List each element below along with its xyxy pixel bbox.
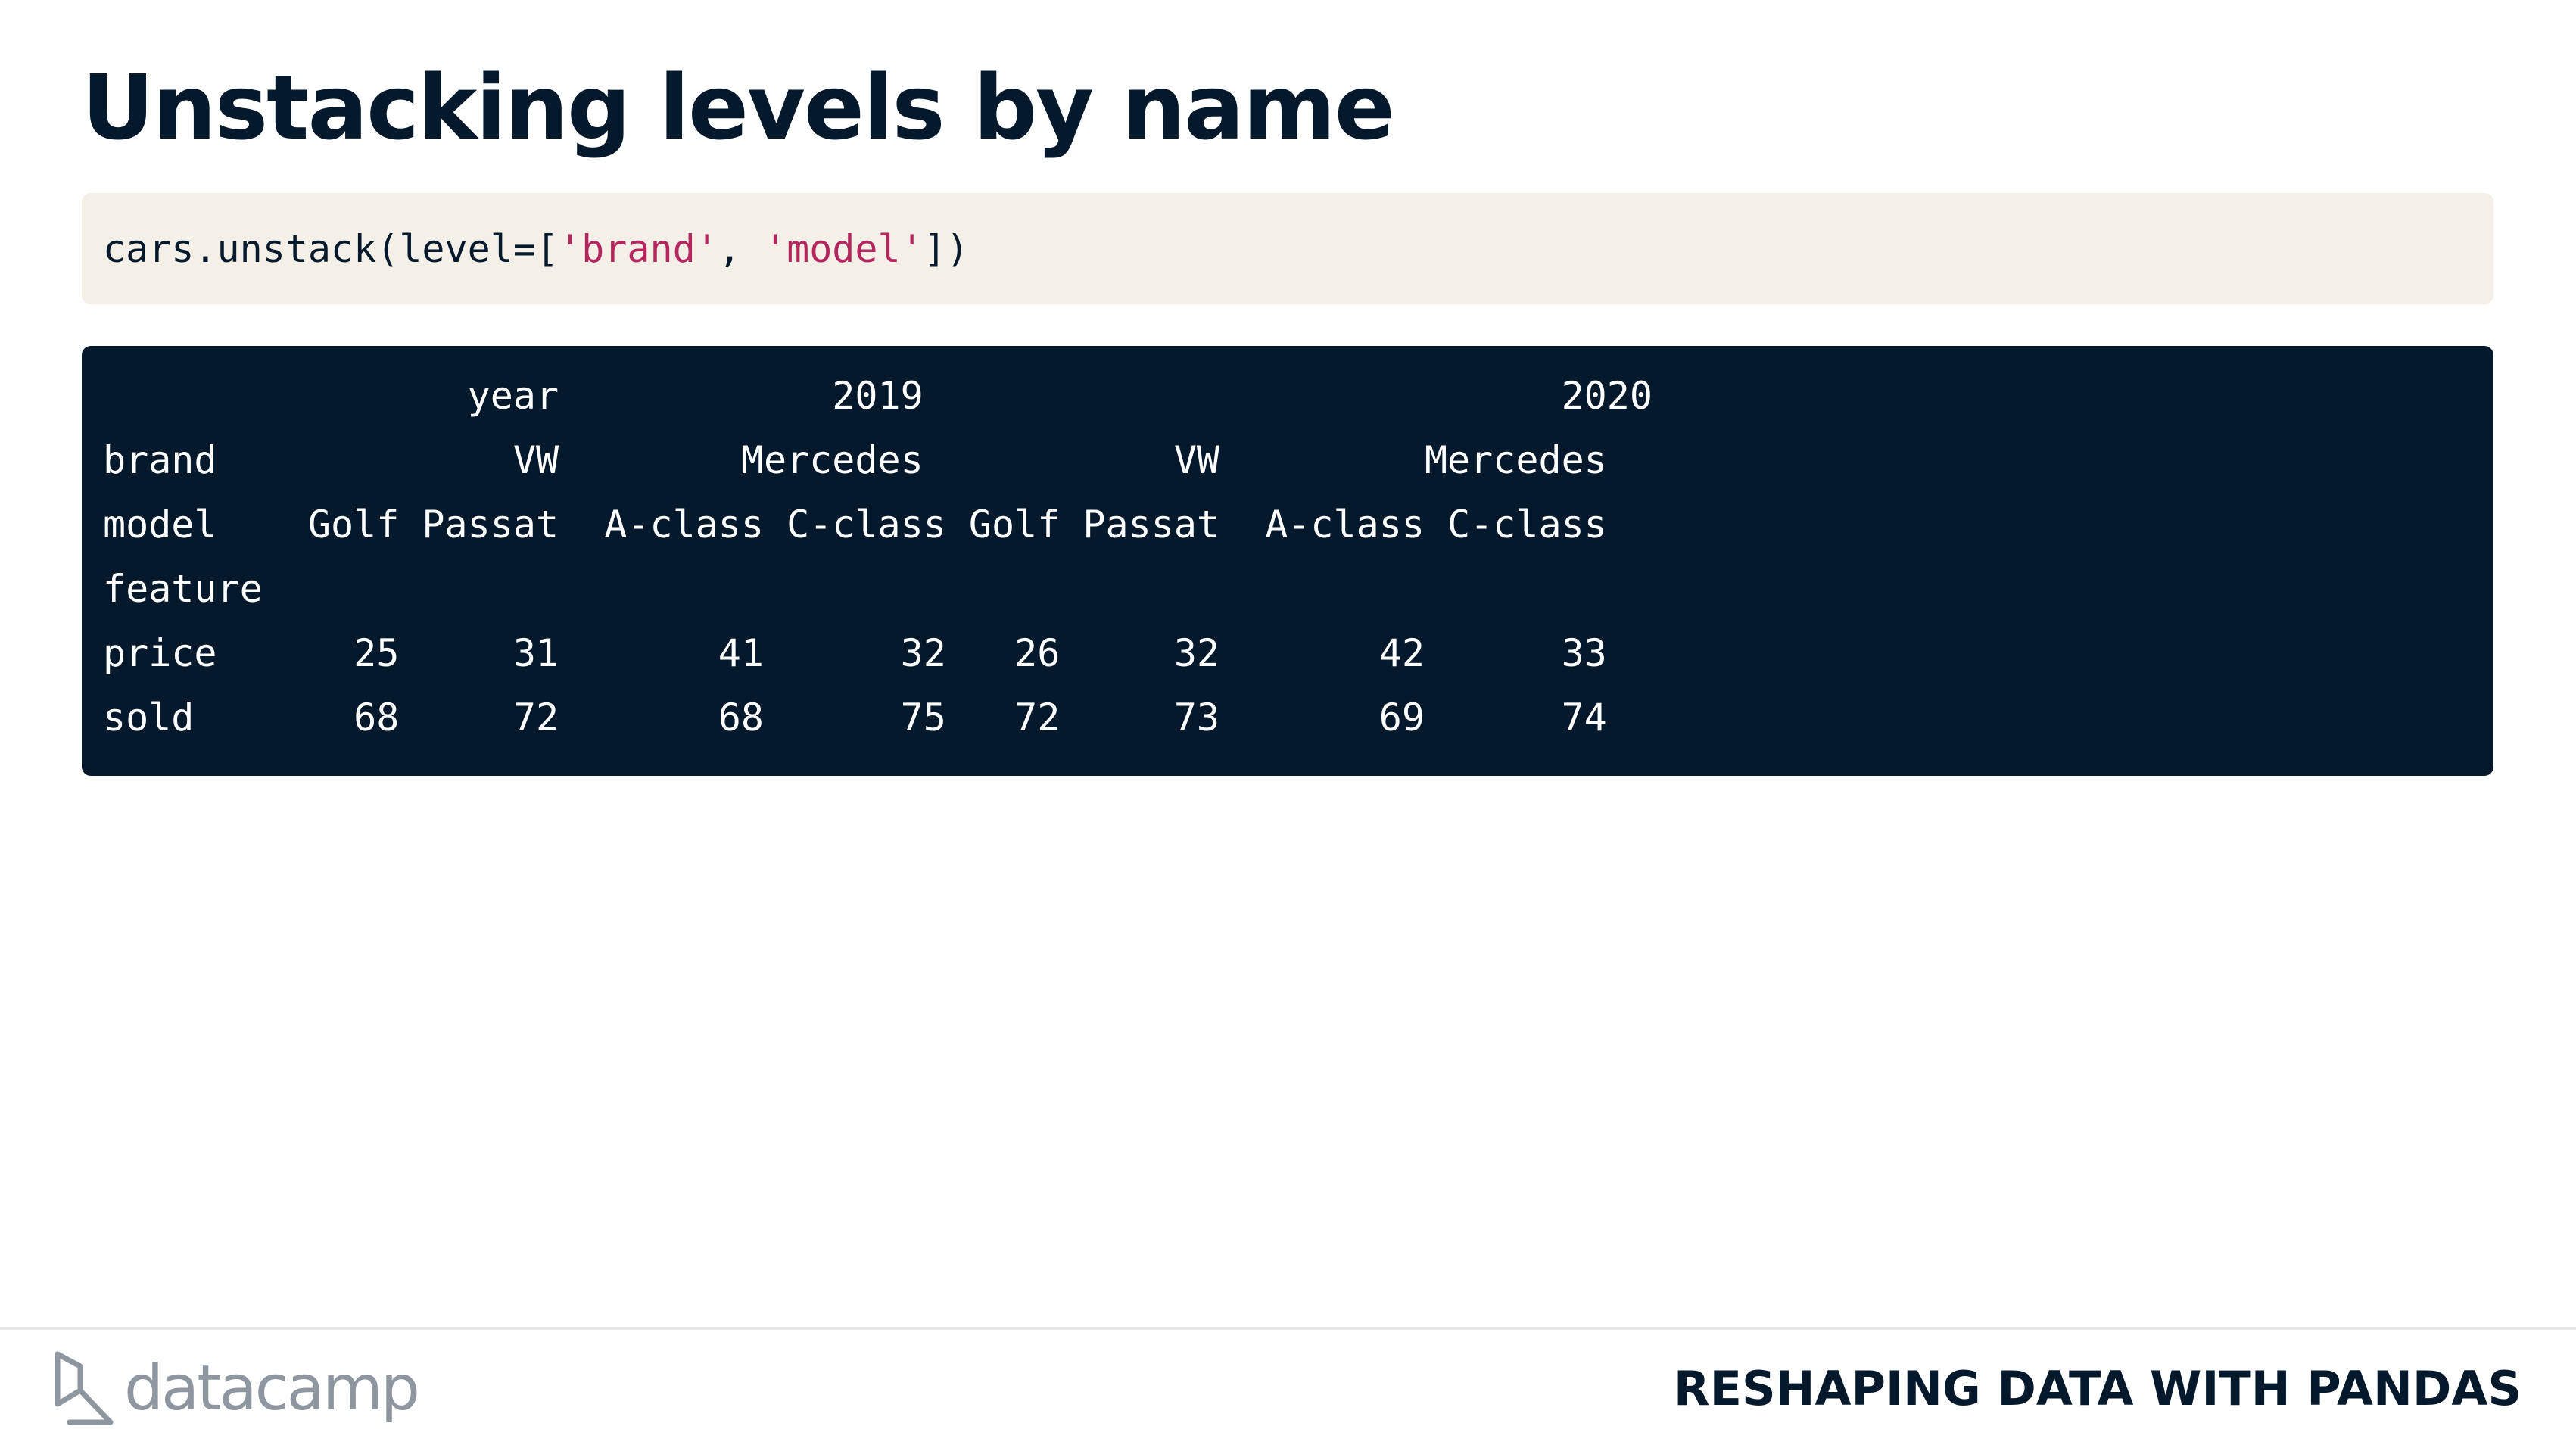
code-prefix: cars.unstack(level=[ (103, 227, 559, 271)
output-block: year 2019 2020 brand VW Mercedes VW Merc… (82, 346, 2493, 776)
output-line-feature: feature (103, 567, 263, 611)
output-line-year: year 2019 2020 (103, 374, 1652, 418)
datacamp-logo-icon (55, 1351, 114, 1425)
footer-divider (0, 1327, 2576, 1330)
code-suffix: ]) (923, 227, 969, 271)
course-name: RESHAPING DATA WITH PANDAS (1673, 1361, 2521, 1416)
output-text: year 2019 2020 brand VW Mercedes VW Merc… (103, 364, 1652, 750)
logo-wordmark: datacamp (124, 1353, 420, 1425)
output-line-model: model Golf Passat A-class C-class Golf P… (103, 503, 1607, 546)
code-block: cars.unstack(level=['brand', 'model']) (82, 193, 2493, 304)
output-line-sold: sold 68 72 68 75 72 73 69 74 (103, 696, 1607, 740)
slide-title: Unstacking levels by name (82, 55, 1395, 160)
code-string-model: 'model' (764, 227, 924, 271)
output-line-brand: brand VW Mercedes VW Mercedes (103, 438, 1607, 482)
code-separator: , (718, 227, 764, 271)
output-line-price: price 25 31 41 32 26 32 42 33 (103, 631, 1607, 675)
code-string-brand: 'brand' (559, 227, 718, 271)
code-line: cars.unstack(level=['brand', 'model']) (103, 223, 969, 275)
datacamp-logo: datacamp (53, 1347, 420, 1431)
